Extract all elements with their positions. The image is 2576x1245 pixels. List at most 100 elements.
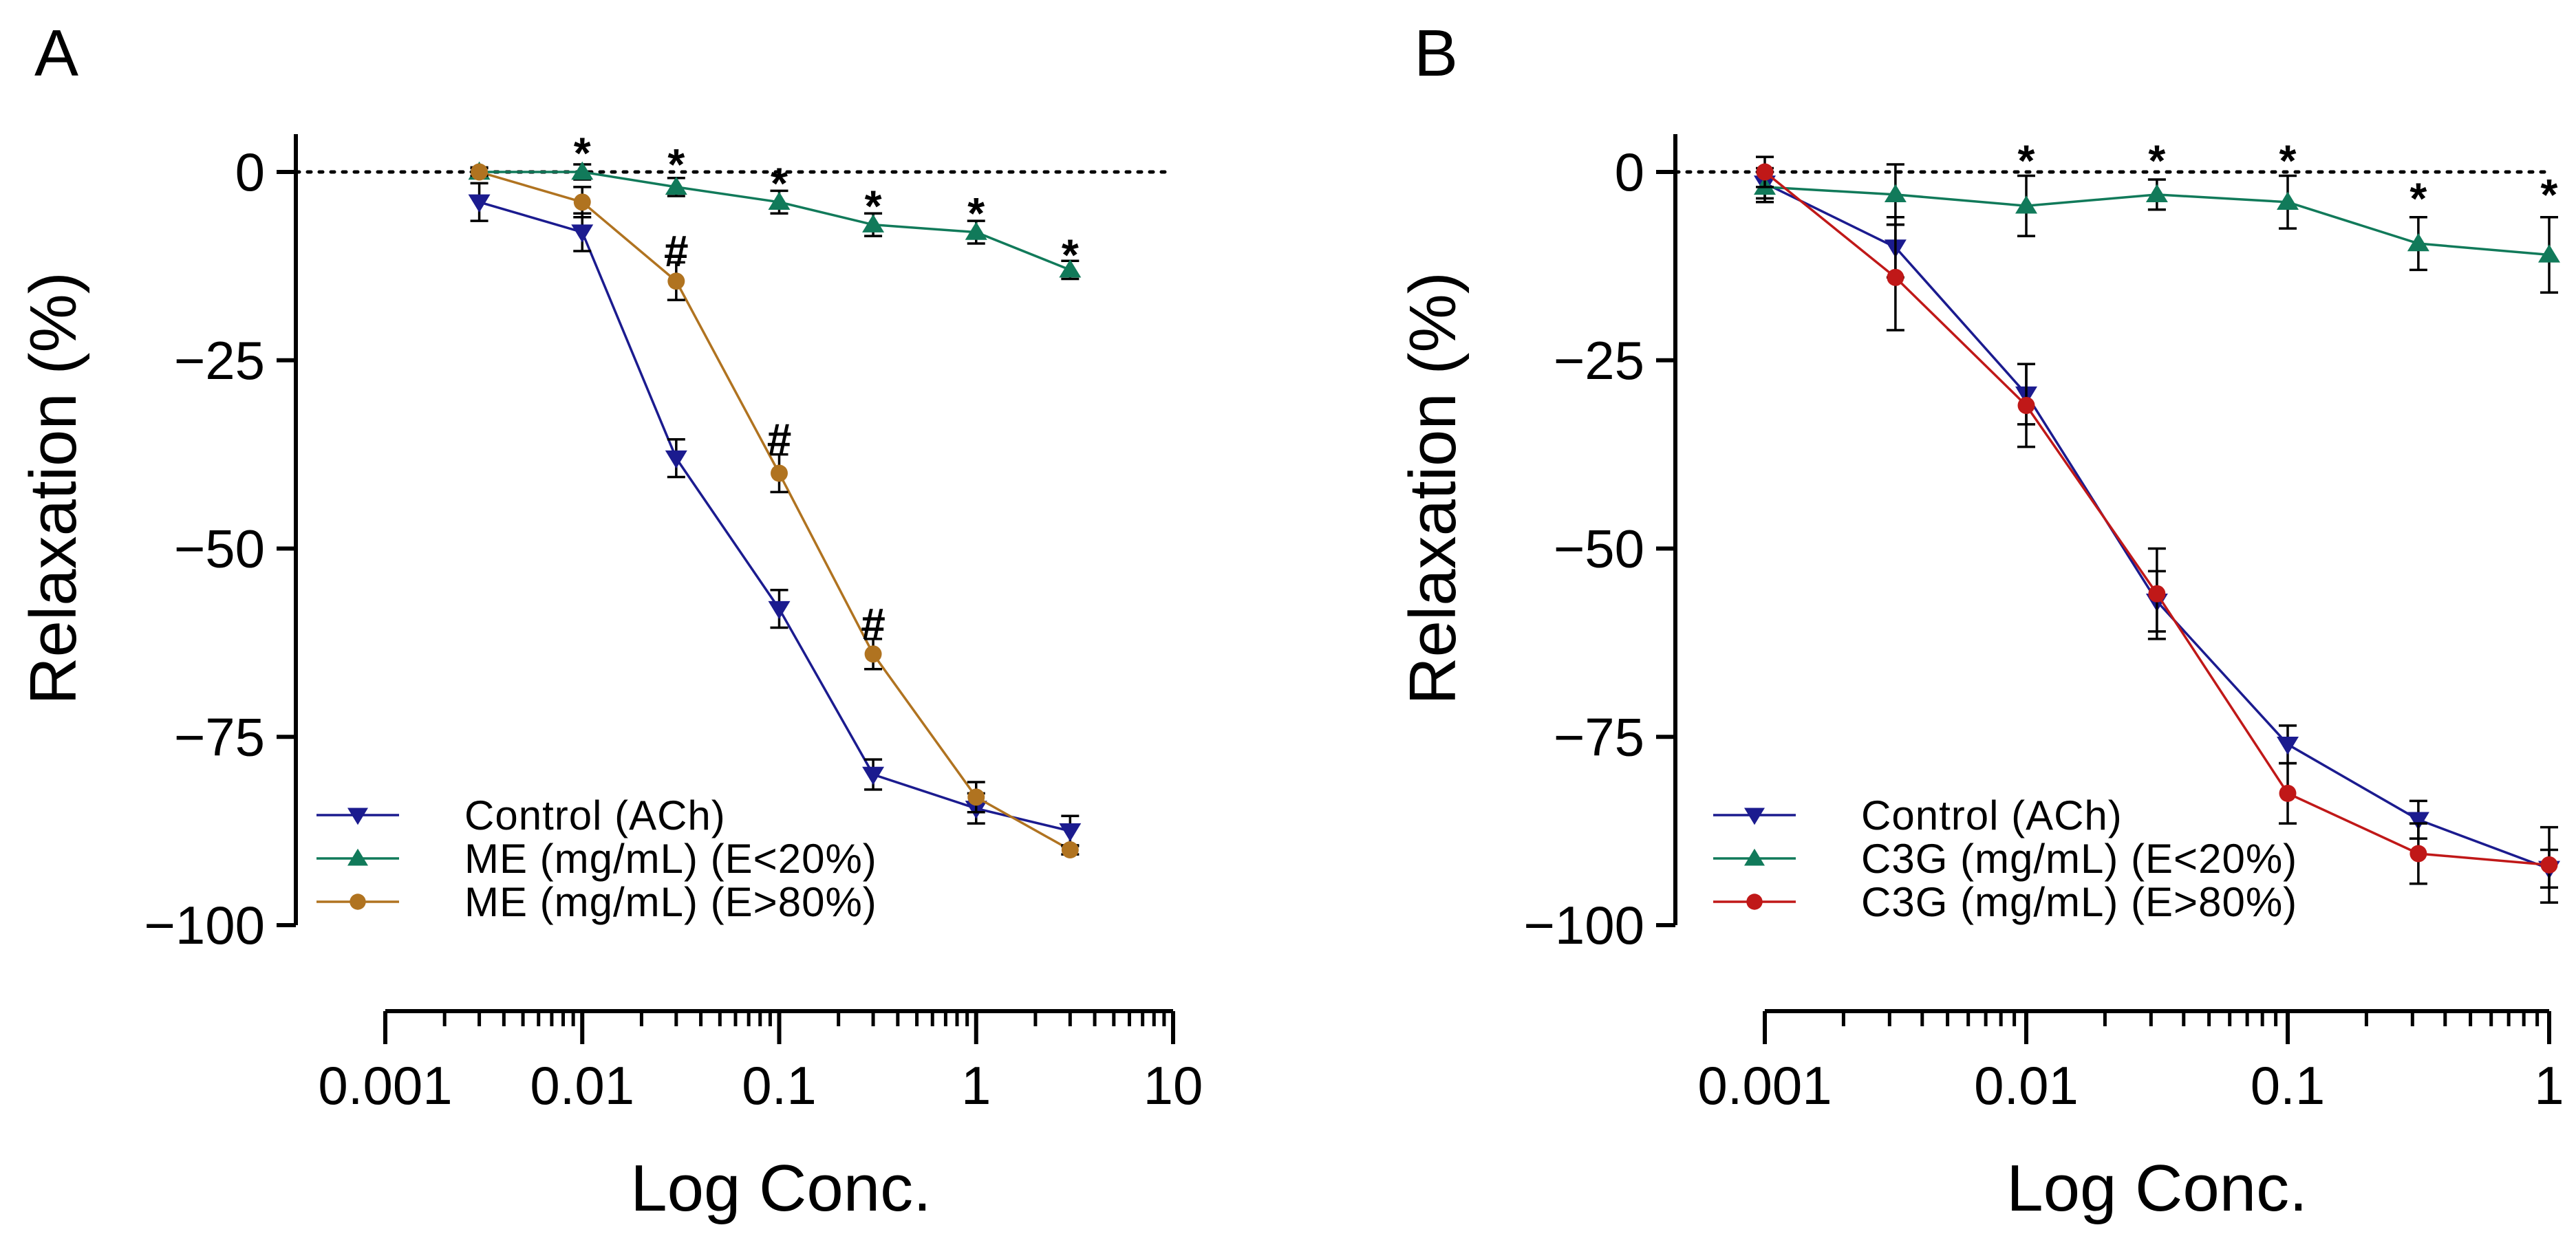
pa-significance-mark: *	[667, 140, 685, 189]
panel-letter-a: A	[34, 17, 78, 90]
pb-legend-label: C3G (mg/mL) (E<20%)	[1861, 836, 2297, 882]
pb-data-point	[2407, 232, 2429, 252]
pa-significance-mark: *	[967, 188, 985, 238]
pa-significance-mark: *	[574, 129, 591, 178]
pb-y-tick-label: −75	[1554, 706, 1644, 767]
pa-legend-label: Control (ACh)	[464, 792, 726, 838]
pa-series-1	[468, 182, 1082, 847]
pb-legend-marker	[1744, 848, 1765, 866]
pa-data-point	[768, 191, 791, 210]
pa-data-point	[468, 194, 491, 213]
pa-data-point	[471, 163, 489, 181]
pb-y-tick-label: −50	[1554, 519, 1644, 579]
pa-data-point	[967, 788, 985, 806]
pb-series-line	[1764, 182, 2550, 870]
pa-x-tick-label: 1	[961, 1055, 991, 1116]
pa-series-3	[470, 163, 1080, 858]
pa-legend-marker	[347, 808, 368, 825]
pa-x-tick-label: 0.01	[530, 1055, 634, 1116]
x-axis-label-a: Log Conc.	[630, 1151, 932, 1225]
pa-x-tick-label: 10	[1144, 1055, 1203, 1116]
pa-y-tick-label: −25	[174, 330, 265, 391]
pa-legend-label: ME (mg/mL) (E<20%)	[464, 836, 877, 882]
pa-data-point	[665, 450, 687, 469]
pa-x-tick-label: 0.001	[318, 1055, 452, 1116]
pb-x-tick-label: 0.1	[2251, 1055, 2325, 1116]
pb-x-tick-label: 1	[2534, 1055, 2564, 1116]
pb-data-point	[2279, 784, 2297, 802]
pa-series-line	[479, 171, 1071, 852]
pa-data-point	[862, 766, 885, 786]
pa-y-tick-label: −75	[174, 706, 265, 767]
pa-y-tick-label: 0	[235, 142, 265, 202]
pb-series-3	[1756, 155, 2558, 904]
pb-significance-mark: *	[2018, 136, 2035, 186]
x-axis-label-b: Log Conc.	[2006, 1151, 2308, 1225]
y-axis-label-a: Relaxation (%)	[17, 272, 90, 705]
panel-letter-b: B	[1414, 17, 1458, 90]
pb-series-line	[1763, 171, 2550, 867]
pb-y-tick-label: 0	[1615, 142, 1644, 202]
pb-data-point	[2407, 812, 2429, 830]
pa-significance-mark: *	[771, 158, 788, 208]
pb-significance-mark: *	[2148, 136, 2165, 186]
pb-significance-mark: *	[2409, 173, 2427, 223]
pb-data-point	[2277, 191, 2299, 210]
pa-data-point	[864, 645, 882, 663]
plot-area-b: 0 −25 −50 −75 −100 0.001 0.01 0.1 1 * * * * * Control …	[1523, 134, 2564, 1116]
pa-data-point	[573, 193, 591, 211]
pa-significance-mark: #	[767, 415, 792, 464]
pa-x-tick-label: 0.1	[742, 1055, 816, 1116]
pa-data-point	[965, 221, 987, 240]
pb-data-point	[1887, 268, 1904, 286]
plot-area-a: 0 −25 −50 −75 −100 0.001 0.01 0.1 1 10 * * * * * * # # # Co…	[144, 129, 1203, 1116]
pa-data-point	[665, 176, 687, 195]
pb-y-tick-label: −100	[1523, 895, 1644, 955]
pa-significance-mark: *	[1062, 230, 1079, 279]
pa-y-tick-label: −50	[174, 519, 265, 579]
pa-data-point	[1059, 823, 1082, 842]
y-axis-label-b: Relaxation (%)	[1396, 272, 1470, 705]
pb-data-point	[2145, 184, 2168, 203]
pa-data-point	[571, 161, 594, 180]
pb-data-point	[2277, 737, 2299, 755]
pb-y-tick-label: −25	[1554, 330, 1644, 391]
pb-data-point	[2015, 195, 2037, 214]
pa-data-point	[771, 464, 788, 482]
pa-data-point	[862, 214, 885, 232]
pb-legend-marker	[1744, 808, 1765, 825]
pa-legend: Control (ACh)ME (mg/mL) (E<20%)ME (mg/mL…	[316, 792, 877, 925]
pb-legend-marker	[1746, 894, 1763, 910]
pa-legend-marker	[350, 894, 366, 910]
pb-legend: Control (ACh)C3G (mg/mL) (E<20%)C3G (mg/…	[1713, 792, 2297, 925]
pb-series-1	[1754, 166, 2560, 889]
pa-series-2	[468, 161, 1082, 281]
pb-series-2	[1754, 163, 2560, 294]
panel-a: A Relaxation (%) Log Conc. 0 −25 −50 −75 −10…	[17, 17, 1203, 1225]
pa-series-line	[479, 201, 1071, 832]
pa-data-point	[571, 224, 594, 243]
pa-data-point	[1061, 841, 1079, 858]
pb-legend-label: C3G (mg/mL) (E>80%)	[1861, 879, 2297, 925]
pa-data-point	[768, 600, 791, 620]
pa-significance-mark: #	[664, 226, 689, 276]
pa-y-tick-label: −100	[144, 895, 265, 955]
pb-data-point	[2409, 845, 2427, 863]
pb-data-point	[2017, 396, 2035, 414]
pb-data-point	[1756, 163, 1774, 181]
pb-data-point	[2540, 856, 2558, 874]
pa-legend-label: ME (mg/mL) (E>80%)	[464, 879, 877, 925]
pa-significance-mark: #	[861, 599, 886, 649]
pa-legend-marker	[347, 848, 368, 866]
pb-data-point	[2538, 244, 2560, 263]
pa-significance-mark: *	[865, 181, 882, 230]
pb-data-point	[2148, 585, 2166, 603]
pa-data-point	[667, 272, 685, 290]
pa-data-point	[1059, 259, 1082, 278]
pb-significance-mark: *	[2279, 136, 2297, 186]
pb-significance-mark: *	[2541, 170, 2558, 219]
panel-b: B Relaxation (%) Log Conc. 0 −25 −50 −75 −10…	[1396, 17, 2564, 1225]
pb-x-tick-label: 0.01	[1974, 1055, 2079, 1116]
pb-legend-label: Control (ACh)	[1861, 792, 2123, 838]
